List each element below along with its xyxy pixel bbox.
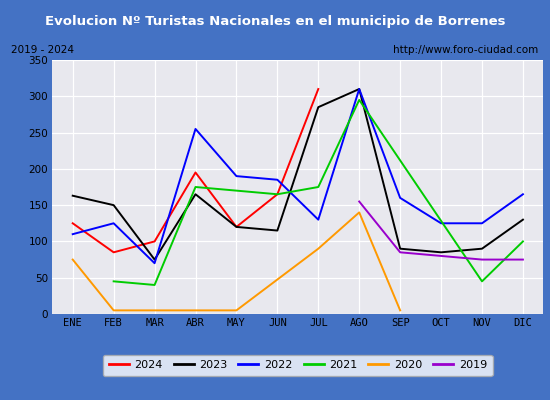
Legend: 2024, 2023, 2022, 2021, 2020, 2019: 2024, 2023, 2022, 2021, 2020, 2019 bbox=[103, 355, 493, 376]
Text: http://www.foro-ciudad.com: http://www.foro-ciudad.com bbox=[393, 45, 538, 55]
Text: 2019 - 2024: 2019 - 2024 bbox=[12, 45, 74, 55]
Text: Evolucion Nº Turistas Nacionales en el municipio de Borrenes: Evolucion Nº Turistas Nacionales en el m… bbox=[45, 14, 505, 28]
